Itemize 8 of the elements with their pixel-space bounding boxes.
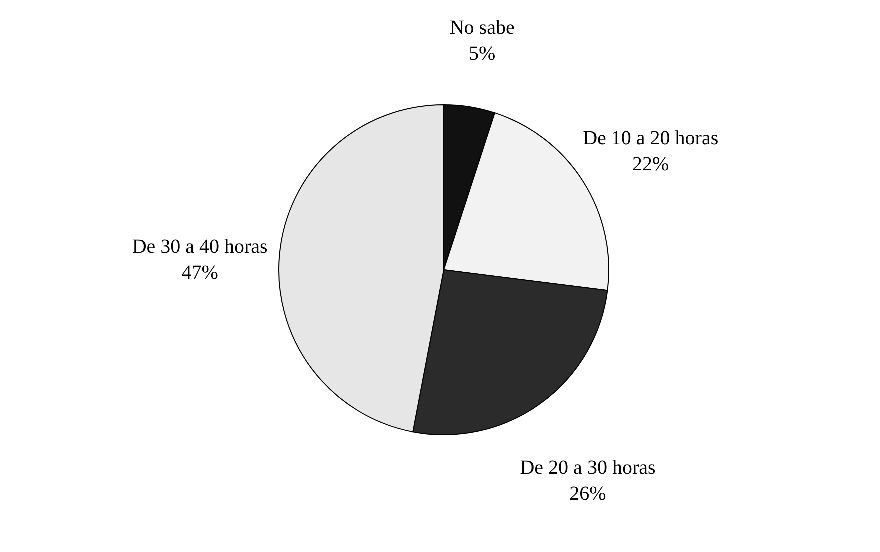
slice-label: De 10 a 20 horas	[583, 128, 719, 150]
slice-label: No sabe	[450, 17, 515, 40]
slice-label: De 30 a 40 horas	[132, 236, 268, 258]
slice-label: De 20 a 30 horas	[520, 457, 656, 480]
data-label: 26%	[570, 483, 606, 506]
data-label: 5%	[468, 43, 496, 66]
data-label: 47%	[182, 262, 218, 284]
data-label: 22%	[632, 154, 670, 176]
